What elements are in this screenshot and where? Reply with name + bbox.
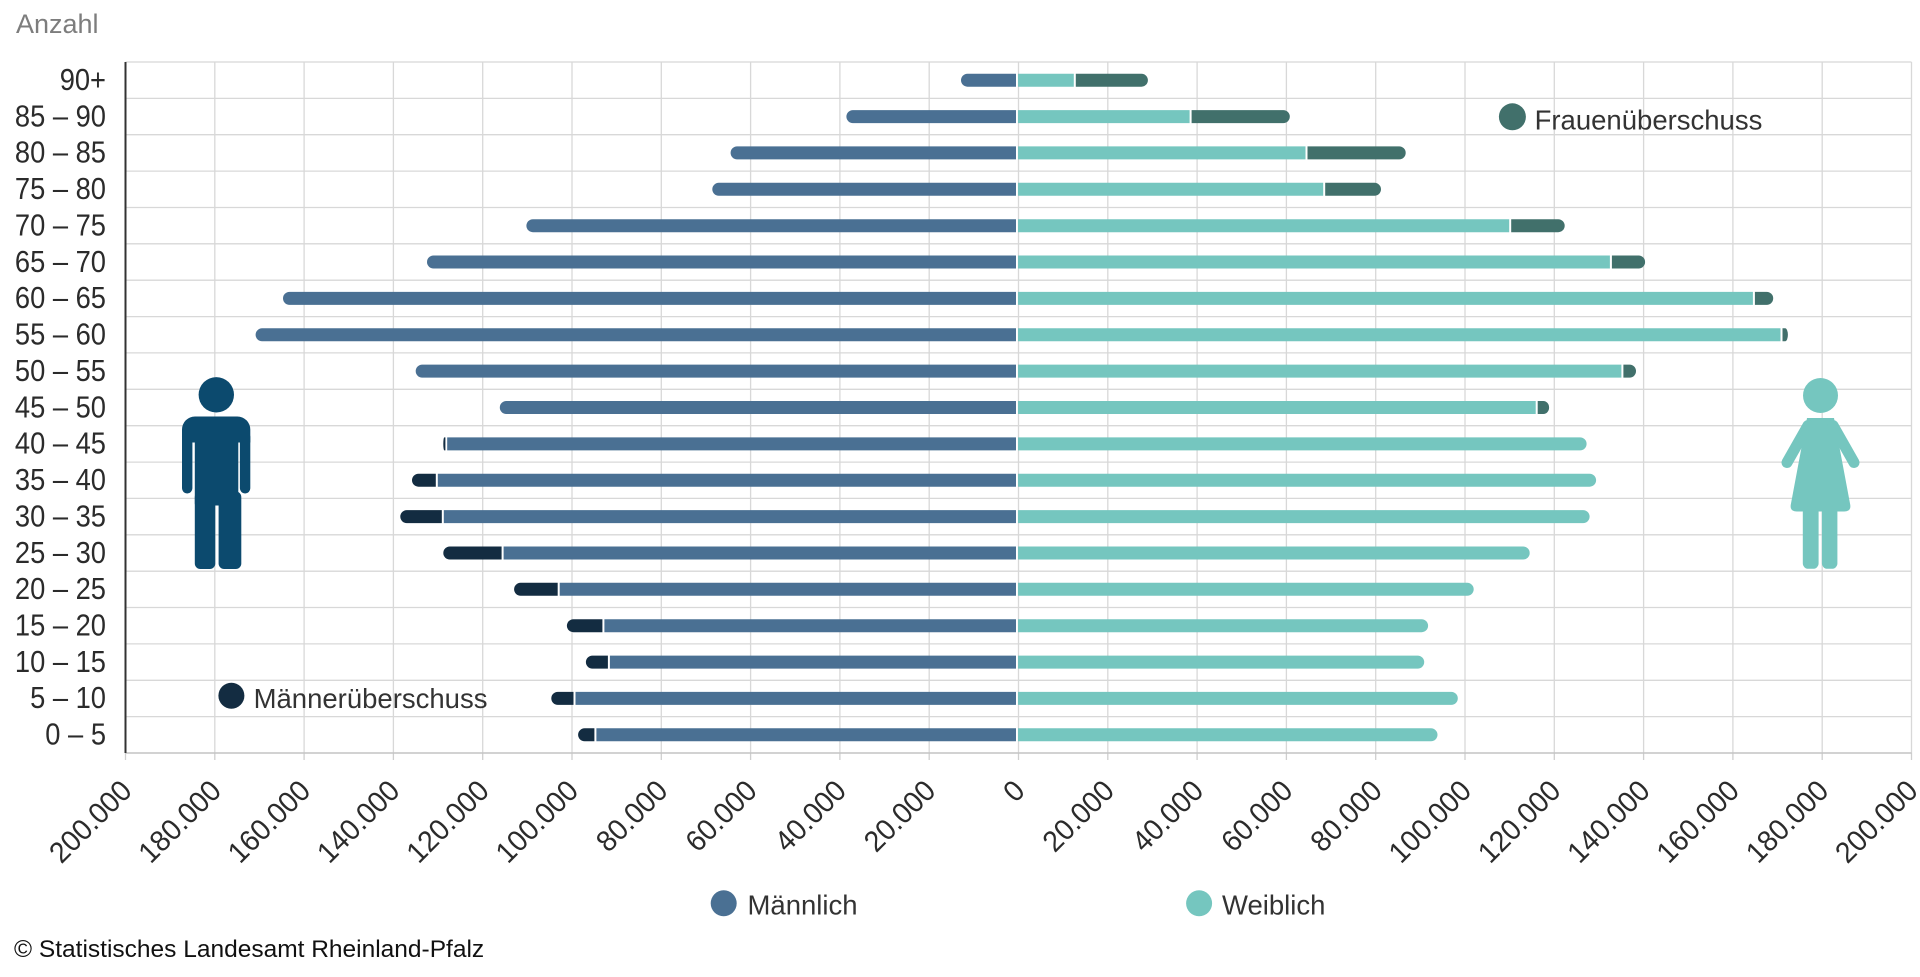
svg-text:80 – 85: 80 – 85 [15,136,106,170]
svg-text:75 – 80: 75 – 80 [15,172,106,206]
svg-text:85 – 90: 85 – 90 [15,99,106,133]
svg-text:Weiblich: Weiblich [1222,890,1325,921]
svg-text:25 – 30: 25 – 30 [15,536,106,570]
svg-text:10 – 15: 10 – 15 [15,645,106,679]
svg-text:50 – 55: 50 – 55 [15,354,106,388]
svg-text:Männlich: Männlich [748,890,858,921]
svg-text:40 – 45: 40 – 45 [15,427,106,461]
svg-text:65 – 70: 65 – 70 [15,245,106,279]
svg-text:20 – 25: 20 – 25 [15,572,106,606]
svg-text:30 – 35: 30 – 35 [15,499,106,533]
svg-text:Männerüberschuss: Männerüberschuss [254,683,488,714]
svg-text:55 – 60: 55 – 60 [15,318,106,352]
svg-text:70 – 75: 70 – 75 [15,209,106,243]
svg-text:35 – 40: 35 – 40 [15,463,106,497]
svg-text:15 – 20: 15 – 20 [15,609,106,643]
svg-text:0 – 5: 0 – 5 [45,718,106,752]
svg-text:60 – 65: 60 – 65 [15,281,106,315]
svg-text:5 – 10: 5 – 10 [30,681,106,715]
svg-text:45 – 50: 45 – 50 [15,390,106,424]
svg-text:Anzahl: Anzahl [16,9,99,39]
svg-text:90+: 90+ [60,63,106,97]
svg-text:© Statistisches Landesamt Rhei: © Statistisches Landesamt Rheinland-Pfal… [14,936,484,963]
svg-text:Frauenüberschuss: Frauenüberschuss [1535,104,1763,135]
